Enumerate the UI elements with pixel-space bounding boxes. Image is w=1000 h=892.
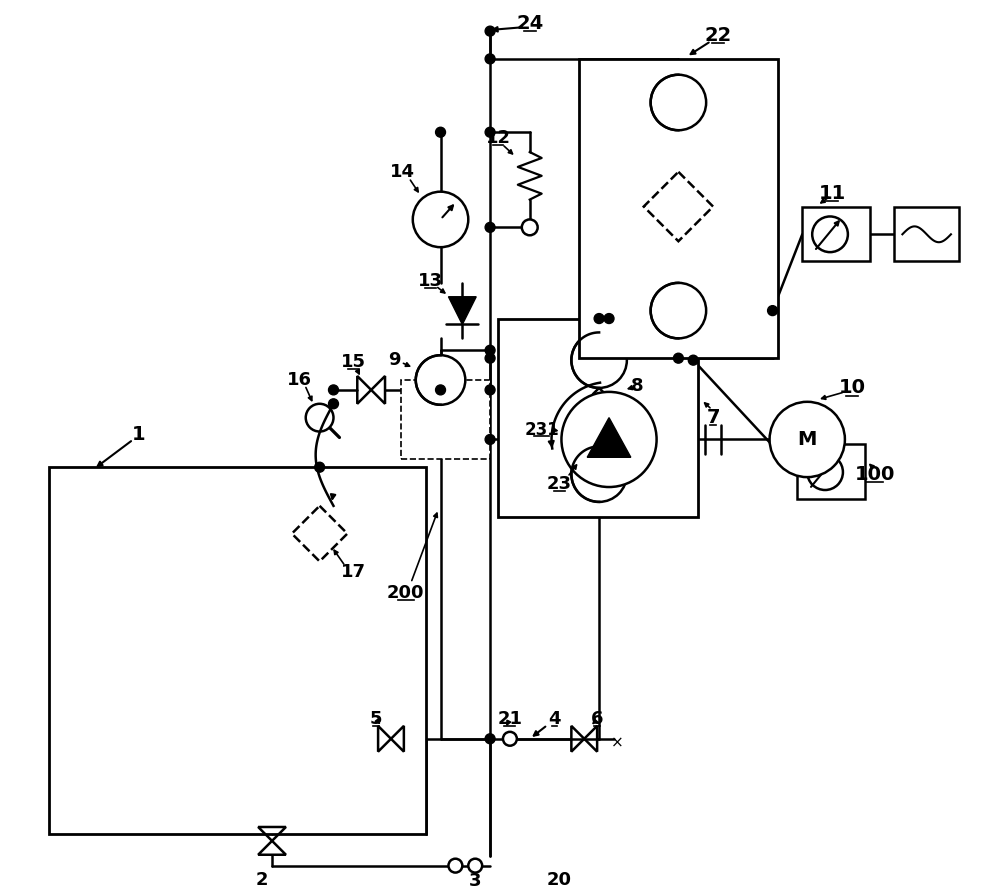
Text: 11: 11 — [818, 184, 846, 203]
Text: 200: 200 — [387, 584, 425, 602]
Circle shape — [448, 859, 462, 872]
Polygon shape — [569, 388, 629, 448]
Circle shape — [770, 401, 845, 477]
Text: 21: 21 — [497, 710, 522, 728]
Circle shape — [485, 345, 495, 355]
Text: 20: 20 — [547, 871, 572, 888]
Circle shape — [416, 355, 465, 405]
Circle shape — [485, 734, 495, 744]
Bar — [498, 318, 698, 516]
Text: 9: 9 — [388, 351, 400, 369]
Circle shape — [604, 314, 614, 324]
Bar — [579, 59, 778, 359]
Bar — [401, 380, 490, 459]
Circle shape — [485, 26, 495, 36]
Bar — [797, 444, 865, 499]
Bar — [894, 207, 959, 261]
Text: 100: 100 — [854, 465, 895, 483]
Text: 6: 6 — [591, 710, 603, 728]
Polygon shape — [292, 506, 347, 561]
Circle shape — [503, 731, 517, 746]
Circle shape — [485, 385, 495, 395]
Circle shape — [485, 128, 495, 137]
Bar — [49, 467, 426, 834]
Polygon shape — [587, 417, 631, 458]
Circle shape — [436, 385, 445, 395]
Text: M: M — [798, 430, 817, 449]
Circle shape — [561, 392, 657, 487]
Text: 15: 15 — [341, 353, 366, 371]
Text: 13: 13 — [418, 272, 443, 290]
Text: 1: 1 — [131, 425, 145, 444]
Text: 17: 17 — [341, 563, 366, 582]
Circle shape — [485, 222, 495, 232]
Text: 22: 22 — [704, 26, 732, 45]
Circle shape — [768, 306, 778, 316]
Polygon shape — [644, 172, 713, 241]
Circle shape — [485, 434, 495, 444]
Polygon shape — [448, 297, 476, 325]
Circle shape — [571, 446, 627, 502]
Circle shape — [594, 314, 604, 324]
Circle shape — [651, 75, 706, 130]
Circle shape — [688, 355, 698, 365]
Circle shape — [812, 217, 848, 252]
Text: 231: 231 — [524, 420, 559, 439]
Text: 23: 23 — [547, 475, 572, 493]
Circle shape — [329, 385, 338, 395]
Text: 3: 3 — [469, 871, 481, 889]
Text: 5: 5 — [370, 710, 382, 728]
Text: 7: 7 — [706, 409, 720, 427]
Text: ×: × — [611, 735, 623, 750]
Circle shape — [468, 859, 482, 872]
Circle shape — [673, 353, 683, 363]
Circle shape — [436, 128, 445, 137]
Text: 2: 2 — [256, 871, 268, 888]
Circle shape — [522, 219, 538, 235]
Text: 16: 16 — [287, 371, 312, 389]
Text: 4: 4 — [548, 710, 561, 728]
Text: 14: 14 — [390, 163, 415, 181]
Text: 10: 10 — [838, 378, 865, 398]
Circle shape — [329, 399, 338, 409]
Circle shape — [807, 454, 843, 490]
Circle shape — [315, 462, 325, 472]
Circle shape — [306, 404, 333, 432]
Circle shape — [485, 54, 495, 64]
Text: 8: 8 — [630, 377, 643, 395]
Circle shape — [485, 353, 495, 363]
Circle shape — [413, 192, 468, 247]
Text: 12: 12 — [486, 129, 511, 147]
Circle shape — [571, 333, 627, 388]
Bar — [802, 207, 870, 261]
Circle shape — [651, 283, 706, 338]
Text: 24: 24 — [516, 13, 543, 33]
